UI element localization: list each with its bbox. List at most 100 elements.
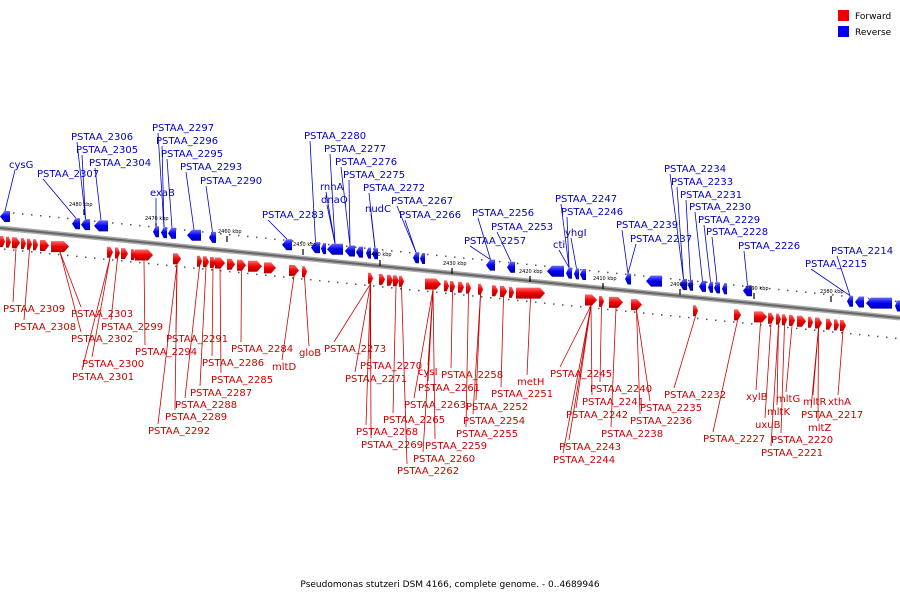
gene-label: PSTAA_2256 bbox=[472, 208, 534, 219]
gene-label: PSTAA_2283 bbox=[262, 210, 324, 221]
track-dot bbox=[463, 257, 465, 259]
tick-labels: 2480 kbp 2470 kbp 2460 kbp 2450 kbp 2440… bbox=[69, 202, 844, 295]
track-dot bbox=[193, 267, 195, 269]
label-leader bbox=[326, 204, 336, 244]
track-dot bbox=[13, 249, 15, 251]
forward-gene-arrow bbox=[379, 273, 385, 285]
gene-label: nudC bbox=[365, 204, 391, 215]
forward-gene-arrow bbox=[107, 246, 113, 258]
tick-label: 2380 kbp bbox=[820, 289, 844, 295]
gene-label: PSTAA_2294 bbox=[135, 347, 197, 358]
gene-label: PSTAA_2295 bbox=[161, 149, 223, 160]
forward-gene-arrow bbox=[248, 260, 262, 272]
forward-gene-arrow bbox=[450, 281, 455, 292]
track-dot bbox=[247, 235, 249, 238]
label-leader bbox=[712, 320, 738, 433]
forward-gene-arrow bbox=[289, 264, 299, 276]
forward-gene-arrow bbox=[203, 256, 209, 268]
track-dot bbox=[319, 279, 321, 282]
gene-label: PSTAA_2287 bbox=[190, 388, 252, 399]
track-dot bbox=[247, 272, 249, 275]
track-dot bbox=[625, 273, 627, 275]
track-dot bbox=[121, 260, 123, 262]
track-dot bbox=[346, 245, 348, 248]
forward-gene-arrow bbox=[840, 320, 846, 331]
track-dot bbox=[760, 324, 762, 326]
gene-label: mltZ bbox=[808, 423, 831, 434]
label-leader bbox=[500, 296, 504, 388]
track-dot bbox=[67, 217, 69, 220]
dotted-track-layer bbox=[4, 211, 897, 339]
reverse-gene-arrow bbox=[327, 243, 343, 255]
track-dot bbox=[751, 323, 753, 325]
track-dot bbox=[616, 309, 618, 312]
reverse-gene-arrow bbox=[688, 279, 693, 291]
gene-label: PSTAA_2258 bbox=[441, 370, 503, 381]
gene-label: PSTAA_2301 bbox=[72, 372, 134, 383]
gene-label: PSTAA_2242 bbox=[566, 410, 628, 421]
track-dot bbox=[472, 258, 474, 260]
legend-reverse-label: Reverse bbox=[855, 28, 892, 38]
forward-labels: PSTAA_2309 PSTAA_2308 PSTAA_2303 PSTAA_2… bbox=[3, 304, 863, 477]
track-dot bbox=[292, 277, 294, 279]
track-dot bbox=[256, 236, 258, 239]
track-dot bbox=[283, 276, 285, 278]
label-leader bbox=[76, 141, 86, 220]
gene-label: cysI bbox=[418, 367, 438, 378]
gene-label: PSTAA_2288 bbox=[175, 400, 237, 411]
forward-gene-arrow bbox=[264, 262, 276, 274]
track-dot bbox=[31, 251, 33, 253]
track-dot bbox=[436, 254, 438, 257]
label-leader bbox=[694, 211, 703, 281]
gene-label: PSTAA_2285 bbox=[211, 375, 273, 386]
reverse-gene-arrow bbox=[743, 285, 752, 297]
reverse-gene-arrow bbox=[646, 275, 662, 287]
gene-label: mltR bbox=[803, 397, 826, 408]
tick-label: 2400 kbp bbox=[670, 282, 694, 288]
label-leader bbox=[636, 310, 641, 415]
gene-label: PSTAA_2262 bbox=[397, 466, 459, 477]
reverse-gene-arrow bbox=[847, 295, 853, 307]
label-leader bbox=[309, 140, 316, 243]
reverse-gene-arrow bbox=[722, 283, 727, 295]
track-dot bbox=[733, 321, 735, 323]
track-dot bbox=[715, 319, 717, 321]
track-dot bbox=[238, 234, 240, 237]
gene-label: PSTAA_2307 bbox=[37, 169, 99, 180]
gene-label: PSTAA_2227 bbox=[703, 434, 765, 445]
label-leader bbox=[836, 255, 851, 296]
track-dot bbox=[328, 280, 330, 283]
label-leader bbox=[12, 248, 17, 303]
label-leader bbox=[157, 264, 178, 425]
reverse-gene-arrow bbox=[345, 245, 355, 257]
gene-label: PSTAA_2275 bbox=[343, 170, 405, 181]
track-dot bbox=[868, 297, 870, 300]
track-dot bbox=[328, 243, 330, 246]
gene-label: PSTAA_2260 bbox=[413, 454, 475, 465]
gene-label: PSTAA_2269 bbox=[361, 440, 423, 451]
track-dot bbox=[265, 274, 267, 276]
label-leader bbox=[570, 237, 577, 269]
reverse-gene-arrow bbox=[866, 297, 892, 309]
track-dot bbox=[229, 270, 231, 273]
forward-gene-arrow bbox=[834, 319, 839, 331]
track-dot bbox=[49, 252, 51, 255]
gene-label: PSTAA_2276 bbox=[335, 157, 397, 168]
gene-layer bbox=[0, 211, 900, 331]
track-dot bbox=[382, 286, 384, 288]
track-dot bbox=[598, 307, 600, 310]
label-leader bbox=[711, 236, 718, 283]
label-leader bbox=[526, 298, 531, 376]
track-dot bbox=[895, 300, 897, 302]
track-dot bbox=[310, 279, 312, 281]
forward-gene-arrow bbox=[51, 241, 69, 253]
gene-label: xylB bbox=[746, 392, 768, 403]
gene-label: uxuB bbox=[755, 420, 781, 431]
track-dot bbox=[94, 257, 96, 259]
gene-label: PSTAA_2272 bbox=[363, 183, 425, 194]
track-dot bbox=[544, 302, 546, 304]
gene-label: gloB bbox=[299, 348, 321, 359]
label-leader bbox=[780, 325, 785, 434]
label-leader bbox=[240, 270, 242, 343]
reverse-gene-arrow bbox=[699, 280, 706, 292]
